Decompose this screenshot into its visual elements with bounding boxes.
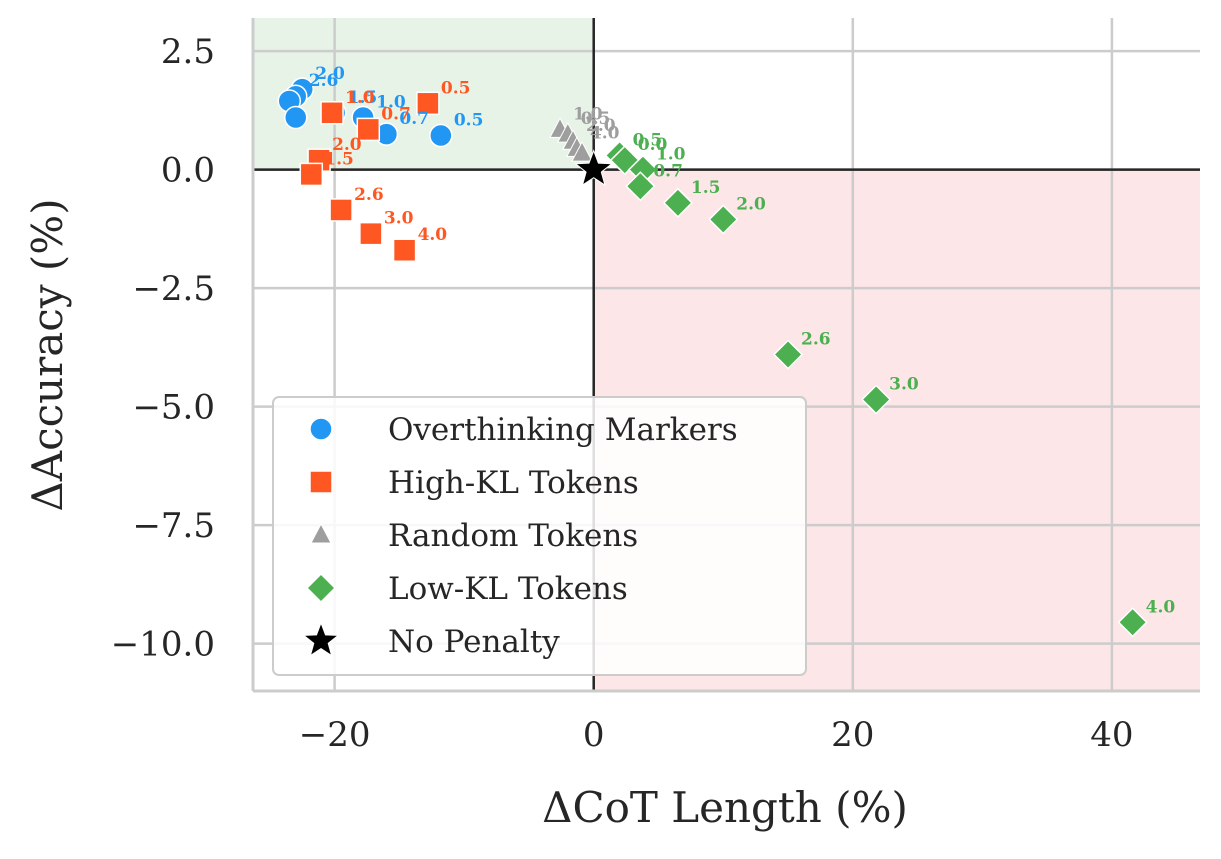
low-kl-tokens-point	[1117, 607, 1148, 638]
overthinking-markers-point-label: 1.0	[376, 93, 406, 113]
random-tokens-point-label: 0.5	[581, 109, 611, 129]
low-kl-tokens-point-label: 2.6	[801, 330, 831, 350]
low-kl-tokens-point-label: 4.0	[1146, 597, 1176, 617]
legend-label-overthinking-markers: Overthinking Markers	[388, 412, 738, 448]
x-tick-label: −20	[299, 715, 371, 755]
x-axis-title: ΔCoT Length (%)	[542, 783, 908, 832]
high-kl-tokens-point-label: 2.0	[332, 135, 362, 155]
high-kl-tokens-point-label: 1.5	[324, 149, 354, 169]
data-points	[277, 77, 1148, 638]
low-kl-tokens-point-label: 0.0	[638, 135, 668, 155]
low-kl-tokens-point-label: 3.0	[889, 375, 919, 395]
y-tick-label: −10.0	[111, 625, 215, 665]
low-kl-tokens-point	[625, 171, 656, 202]
high-kl-tokens-point-label: 0.5	[441, 78, 471, 98]
overthinking-markers-point-label: 0.7	[399, 109, 429, 129]
legend-box	[272, 396, 807, 676]
high-kl-tokens-point	[359, 221, 383, 246]
high-kl-tokens-point	[392, 238, 417, 262]
x-tick-label: 20	[831, 715, 874, 755]
legend-label-high-kl-tokens: High-KL Tokens	[388, 465, 639, 501]
high-kl-tokens-point-label: 0.7	[381, 104, 411, 124]
low-kl-tokens-point-label: 0.5	[633, 130, 663, 150]
high-kl-tokens-point-label: 4.0	[418, 225, 448, 245]
overthinking-markers-point-label: 0.5	[454, 111, 484, 131]
tick-labels: −20 0 20 40 2.5 0.0 −2.5 −5.0 −7.5 −10.0	[111, 32, 1134, 755]
high-kl-tokens-point	[356, 117, 381, 142]
y-tick-label: −2.5	[132, 269, 215, 309]
legend-marker-random-tokens	[310, 522, 332, 544]
low-kl-tokens-point-label: 1.5	[691, 178, 721, 198]
legend-label-random-tokens: Random Tokens	[388, 518, 638, 554]
point-labels: 2.02.61.51.00.7 0.50.51.00.72.01.52.63.04…	[309, 64, 1176, 617]
random-tokens-point-label: 4.0	[590, 123, 620, 143]
low-kl-tokens-point-label: 2.0	[736, 194, 766, 214]
overthinking-markers-point-label: 1.5	[348, 88, 378, 108]
y-tick-label: −7.5	[132, 506, 215, 546]
low-kl-tokens-point	[662, 187, 693, 218]
no-penalty-point	[574, 149, 614, 187]
y-tick-label: −5.0	[132, 388, 215, 428]
overthinking-markers-point	[284, 105, 308, 130]
high-kl-tokens-point	[320, 101, 344, 125]
legend-marker-no-penalty	[302, 621, 340, 657]
x-tick-label: 0	[583, 715, 605, 755]
low-kl-tokens-point	[861, 384, 892, 415]
legend-label-low-kl-tokens: Low-KL Tokens	[388, 571, 628, 607]
random-tokens-point-label: 1.0	[573, 104, 603, 124]
high-kl-tokens-point-label: 3.0	[384, 209, 414, 229]
plot-frame	[251, 18, 1200, 693]
random-tokens-point	[571, 141, 593, 162]
low-kl-tokens-point-label: 0.7	[653, 161, 683, 181]
high-kl-tokens-point	[299, 162, 324, 187]
legend-marker-high-kl-tokens	[309, 470, 333, 494]
y-tick-label: 0.0	[161, 151, 215, 191]
legend-marker-low-kl-tokens	[305, 572, 337, 604]
overthinking-markers-point-label: 2.6	[309, 71, 339, 91]
low-kl-tokens-point-label: 1.0	[656, 145, 686, 165]
high-kl-tokens-point	[329, 198, 353, 222]
random-tokens-point-label: 2.0	[586, 116, 616, 136]
low-kl-tokens-point	[772, 339, 804, 370]
overthinking-markers-point	[429, 123, 453, 148]
legend-label-no-penalty: No Penalty	[388, 624, 560, 660]
overthinking-markers-point-label: 2.0	[315, 64, 345, 84]
legend: Overthinking Markers High-KL Tokens Random…	[272, 396, 807, 676]
low-kl-tokens-point	[708, 204, 739, 235]
y-axis-title: ΔAccuracy (%)	[23, 198, 72, 511]
x-tick-label: 40	[1090, 715, 1133, 755]
y-tick-label: 2.5	[161, 32, 215, 72]
legend-marker-overthinking-markers	[309, 417, 333, 441]
high-kl-tokens-point-label: 1.0	[345, 88, 375, 108]
high-kl-tokens-point-label: 2.6	[354, 185, 384, 205]
high-kl-tokens-point	[416, 91, 440, 116]
